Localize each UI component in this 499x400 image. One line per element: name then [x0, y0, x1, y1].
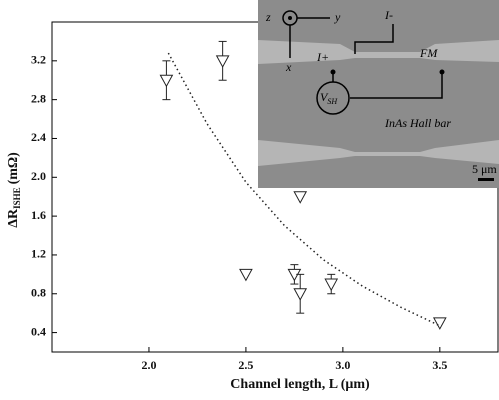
inset-label: I- — [384, 8, 393, 22]
y-label-main: ΔR — [6, 208, 21, 228]
scale-bar — [478, 178, 494, 181]
y-tick-label: 2.4 — [31, 130, 46, 144]
data-point — [434, 318, 446, 329]
x-tick-label: 3.0 — [335, 358, 350, 372]
data-point — [217, 56, 229, 67]
inset-label: x — [285, 60, 292, 74]
y-tick-label: 0.4 — [31, 324, 46, 338]
inset-label: I+ — [316, 50, 329, 64]
y-axis-label: ΔRISHE (mΩ) — [6, 152, 22, 228]
vsh-sub: SH — [327, 97, 338, 106]
y-tick-label: 2.8 — [31, 91, 46, 105]
inset-label: 5 μm — [472, 162, 497, 176]
inset-image: z y x I- I+ FM VSH InAs Hall bar 5 μm — [258, 0, 499, 188]
y-tick-label: 0.8 — [31, 286, 46, 300]
inset-label: InAs Hall bar — [384, 116, 451, 130]
x-axis-label: Channel length, L (μm) — [230, 377, 370, 392]
y-label-sub: ISHE — [12, 187, 22, 209]
y-tick-label: 1.6 — [31, 208, 46, 222]
data-point — [294, 192, 306, 203]
inset-label: FM — [419, 46, 438, 60]
y-tick-label: 3.2 — [31, 53, 46, 67]
contact — [440, 70, 445, 75]
chart: 2.0 2.5 3.0 3.5 0.4 0.8 1.2 1.6 2.0 2.4 2.8 3.2 z y… — [0, 0, 499, 400]
y-tick-label: 2.0 — [31, 169, 46, 183]
x-tick-label: 2.0 — [141, 358, 156, 372]
data-point — [160, 75, 172, 86]
data-point — [325, 279, 337, 290]
axis-z-dot — [288, 16, 292, 20]
data-point — [294, 289, 306, 300]
data-point — [240, 269, 252, 280]
x-tick-label: 2.5 — [238, 358, 253, 372]
inset-label: z — [265, 10, 271, 24]
y-label-unit: (mΩ) — [6, 152, 21, 185]
contact — [331, 70, 336, 75]
y-tick-label: 1.2 — [31, 247, 46, 261]
x-tick-label: 3.5 — [432, 358, 447, 372]
inset-label: y — [334, 10, 341, 24]
